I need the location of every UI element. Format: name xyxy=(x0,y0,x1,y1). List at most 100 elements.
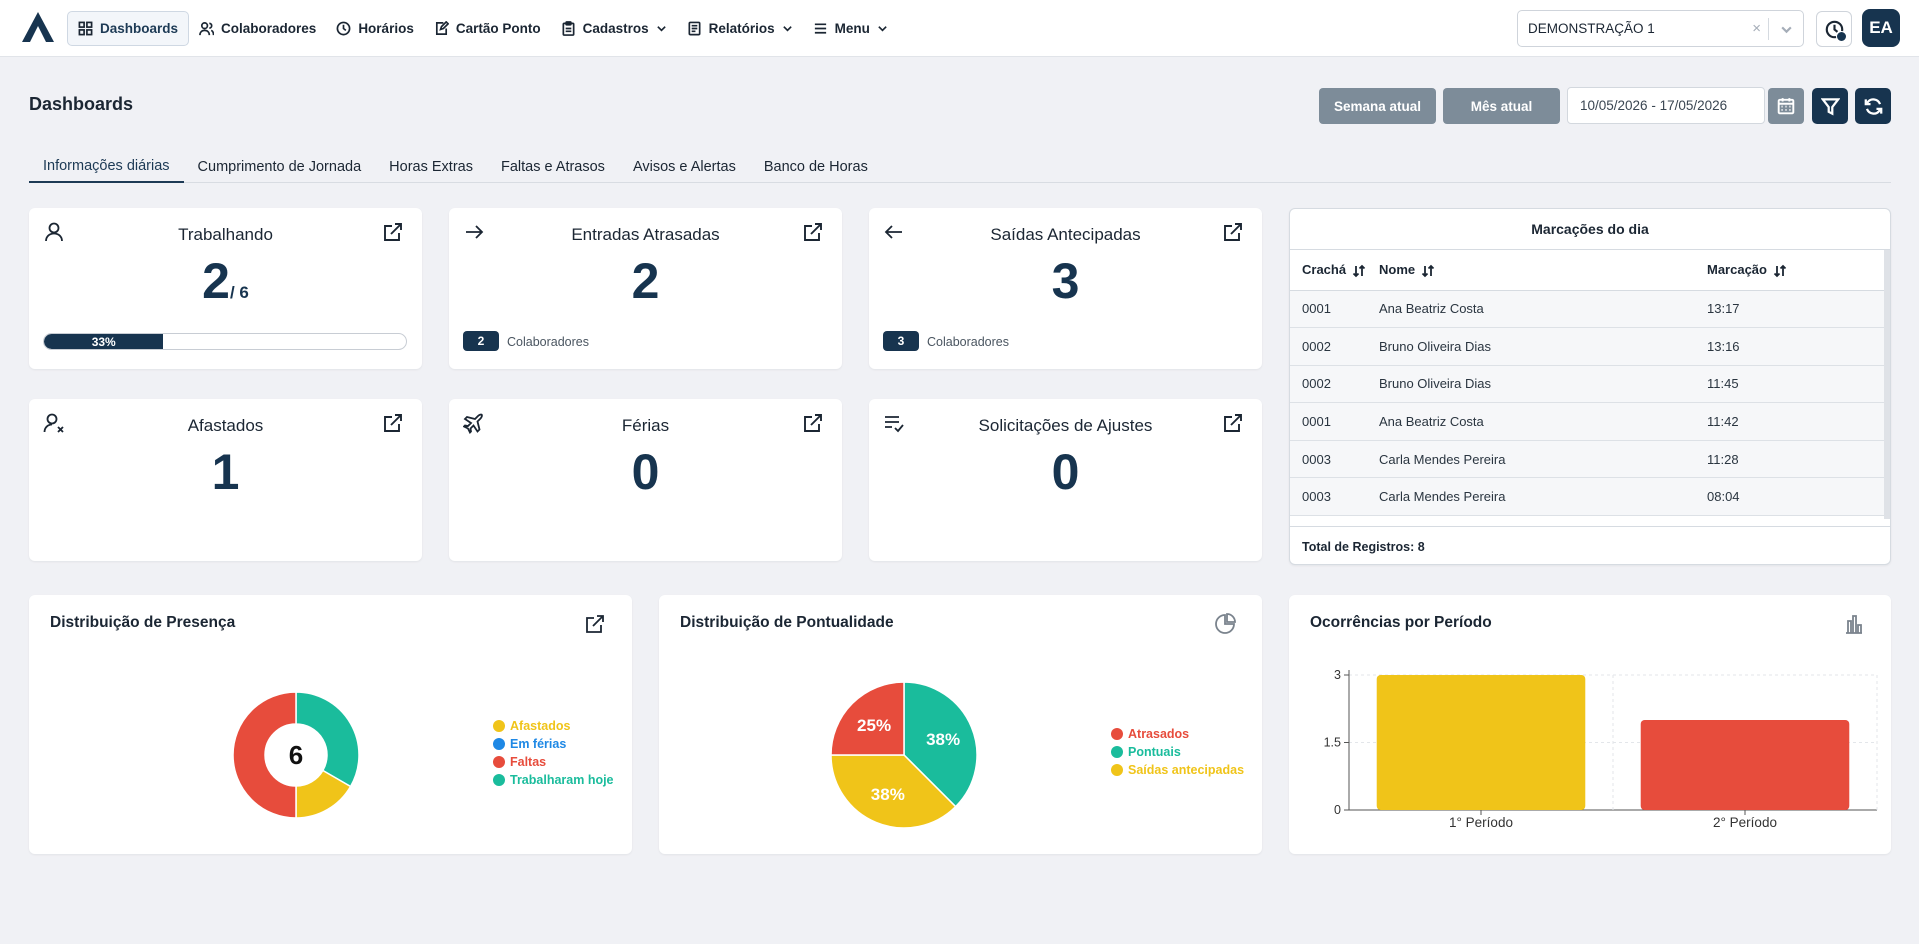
chevron-down-icon[interactable] xyxy=(1780,23,1793,36)
nav-dashboards[interactable]: Dashboards xyxy=(67,11,190,46)
refresh-button[interactable] xyxy=(1855,88,1891,124)
column-header-cracha[interactable]: Crachá xyxy=(1290,250,1379,291)
table-row[interactable]: 0001 Ana Beatriz Costa 13:17 xyxy=(1290,290,1886,329)
nav-relatorios[interactable]: Relatórios xyxy=(677,11,803,46)
chevron-down-icon xyxy=(878,26,887,32)
tab-informacoes-diarias[interactable]: Informações diárias xyxy=(29,151,184,183)
bar-2[interactable] xyxy=(1640,720,1850,810)
current-month-button[interactable]: Mês atual xyxy=(1443,88,1560,124)
table-row[interactable]: 0002 Bruno Oliveira Dias 11:45 xyxy=(1290,365,1886,404)
external-link-icon[interactable] xyxy=(1222,221,1244,243)
clear-icon[interactable]: × xyxy=(1752,20,1761,37)
nav-label: Cartão Ponto xyxy=(455,21,541,36)
cell-nome: Bruno Oliveira Dias xyxy=(1379,327,1707,366)
table-row[interactable]: 0003 Carla Mendes Pereira 08:04 xyxy=(1290,477,1886,517)
legend-item[interactable]: Trabalharam hoje xyxy=(493,771,614,789)
dashboard-tabs: Informações diárias Cumprimento de Jorna… xyxy=(29,151,1891,183)
kpi-saidas-antecipadas: Saídas Antecipadas 3 3 Colaboradores xyxy=(869,208,1262,369)
bar-1[interactable] xyxy=(1376,675,1586,810)
column-label: Nome xyxy=(1379,261,1416,277)
legend-dot xyxy=(493,720,505,732)
company-select[interactable]: DEMONSTRAÇÃO 1 × xyxy=(1517,10,1804,47)
report-icon xyxy=(688,21,701,36)
cell-nome: Bruno Oliveira Dias xyxy=(1379,365,1707,404)
kpi-entradas-atrasadas: Entradas Atrasadas 2 2 Colaboradores xyxy=(449,208,842,369)
kpi-title: Trabalhando xyxy=(178,225,273,244)
legend-item[interactable]: Em férias xyxy=(493,735,614,753)
legend-item[interactable]: Faltas xyxy=(493,753,614,771)
external-link-icon[interactable] xyxy=(382,412,404,434)
badge-label: Colaboradores xyxy=(507,335,589,349)
pie-chart-icon[interactable] xyxy=(1214,613,1236,635)
users-icon xyxy=(199,22,215,36)
column-header-nome[interactable]: Nome xyxy=(1379,250,1707,291)
pie-slice-2[interactable] xyxy=(830,754,957,829)
legend-dot xyxy=(1111,728,1123,740)
x-tick-label: 1° Período xyxy=(1449,815,1513,830)
legend-item[interactable]: Saídas antecipadas xyxy=(1111,761,1244,779)
chart-title: Ocorrências por Período xyxy=(1310,614,1492,631)
bar-chart-icon[interactable] xyxy=(1843,613,1865,635)
external-link-icon[interactable] xyxy=(584,613,606,635)
list-check-icon xyxy=(885,416,904,433)
donut-center-label: 6 xyxy=(289,740,303,770)
legend-item[interactable]: Atrasados xyxy=(1111,725,1244,743)
current-week-button[interactable]: Semana atual xyxy=(1319,88,1436,124)
cell-nome: Carla Mendes Pereira xyxy=(1379,440,1707,479)
filter-button[interactable] xyxy=(1812,88,1848,124)
tab-avisos-alertas[interactable]: Avisos e Alertas xyxy=(632,159,736,175)
refresh-icon xyxy=(1864,97,1882,115)
nav-horarios[interactable]: Horários xyxy=(326,11,424,46)
sort-icon xyxy=(1352,264,1366,277)
chart-title: Distribuição de Pontualidade xyxy=(680,614,894,631)
tab-banco-horas[interactable]: Banco de Horas xyxy=(763,159,868,175)
external-link-icon[interactable] xyxy=(802,221,824,243)
external-link-icon[interactable] xyxy=(802,412,824,434)
tab-faltas-atrasos[interactable]: Faltas e Atrasos xyxy=(500,159,605,175)
tab-horas-extras[interactable]: Horas Extras xyxy=(389,159,473,175)
punctuality-pie-chart: 38% 38% 25% xyxy=(830,681,978,829)
table-row[interactable]: 0001 Ana Beatriz Costa 11:42 xyxy=(1290,402,1886,441)
top-navbar: Dashboards Colaboradores Horários Cartão… xyxy=(0,0,1919,57)
nav-label: Menu xyxy=(834,21,870,36)
tab-cumprimento-jornada[interactable]: Cumprimento de Jornada xyxy=(197,159,362,175)
nav-colaboradores[interactable]: Colaboradores xyxy=(189,11,326,46)
legend-label: Trabalharam hoje xyxy=(510,773,614,787)
pie-slice-0[interactable] xyxy=(830,681,905,756)
table-row[interactable]: 0003 Carla Mendes Pereira 11:28 xyxy=(1290,440,1886,479)
punctuality-distribution-card: Distribuição de Pontualidade 38% 38% 25% A… xyxy=(659,595,1262,854)
main-nav: Dashboards Colaboradores Horários Cartão… xyxy=(67,11,898,46)
cell-cracha: 0001 xyxy=(1290,402,1379,441)
external-link-icon[interactable] xyxy=(1222,412,1244,434)
cell-cracha: 0003 xyxy=(1290,440,1379,479)
column-label: Crachá xyxy=(1302,261,1347,277)
table-row[interactable]: 0002 Bruno Oliveira Dias 13:16 xyxy=(1290,327,1886,366)
pie-slice-label: 38% xyxy=(871,785,905,804)
date-range-input[interactable]: 10/05/2026 - 17/05/2026 xyxy=(1567,87,1765,124)
nav-cadastros[interactable]: Cadastros xyxy=(551,11,677,46)
company-select-value: DEMONSTRAÇÃO 1 xyxy=(1528,21,1655,36)
pie-slice-1[interactable] xyxy=(903,681,978,808)
user-avatar[interactable]: EA xyxy=(1862,9,1900,47)
chevron-badge-icon xyxy=(1836,31,1847,42)
table-scrollbar[interactable] xyxy=(1884,250,1890,519)
external-link-icon[interactable] xyxy=(382,221,404,243)
app-logo[interactable] xyxy=(20,10,56,44)
legend-item[interactable]: Afastados xyxy=(493,717,614,735)
user-icon xyxy=(45,222,63,242)
kpi-ferias: Férias 0 xyxy=(449,399,842,561)
legend-label: Afastados xyxy=(510,719,571,733)
legend-item[interactable]: Pontuais xyxy=(1111,743,1244,761)
progress-fill: 33% xyxy=(44,334,164,349)
donut-slice-3[interactable] xyxy=(295,691,360,788)
daily-marks-card: Marcações do dia Crachá Nome Marcação 00… xyxy=(1289,208,1891,565)
chart-title: Distribuição de Presença xyxy=(50,614,236,631)
calendar-button[interactable] xyxy=(1768,88,1804,124)
donut-slice-2[interactable] xyxy=(232,691,297,819)
time-clock-button[interactable] xyxy=(1816,11,1852,47)
cell-nome: Carla Mendes Pereira xyxy=(1379,477,1707,517)
column-header-marcacao[interactable]: Marcação xyxy=(1707,250,1886,291)
nav-cartao-ponto[interactable]: Cartão Ponto xyxy=(424,11,551,46)
occurrences-period-card: Ocorrências por Período 0 1.5 3 1° Período 2… xyxy=(1289,595,1891,854)
nav-menu[interactable]: Menu xyxy=(803,11,898,46)
